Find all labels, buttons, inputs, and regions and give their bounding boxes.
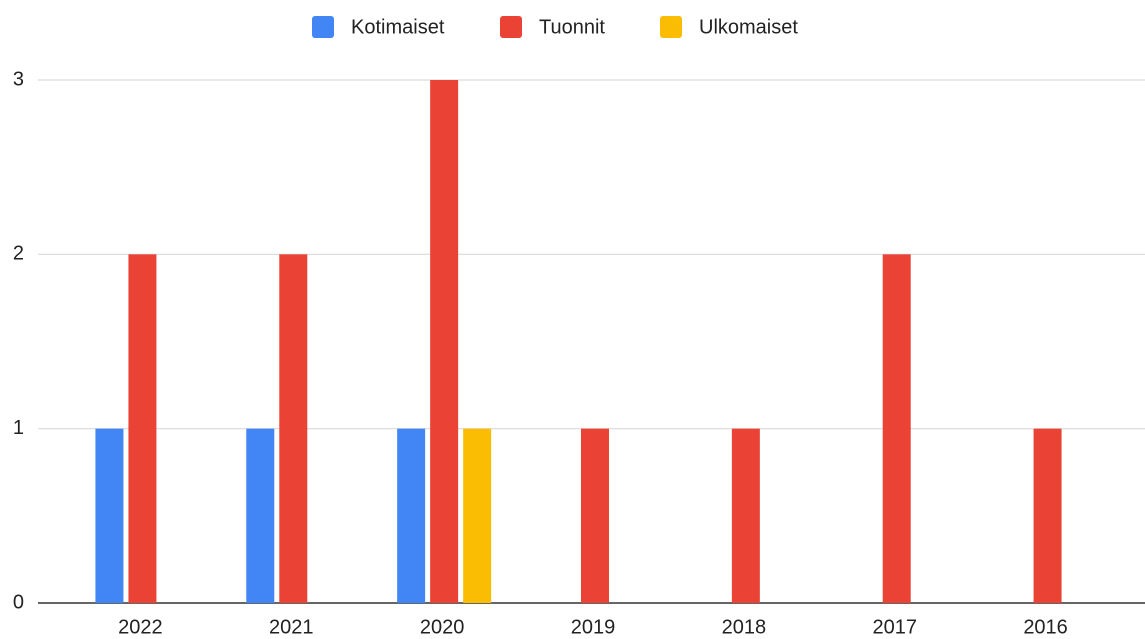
bar bbox=[279, 254, 308, 604]
bar bbox=[463, 428, 492, 603]
bar bbox=[882, 254, 911, 604]
bar bbox=[128, 254, 157, 604]
legend-swatch bbox=[312, 16, 334, 38]
bar bbox=[731, 428, 760, 603]
x-tick-label: 2021 bbox=[269, 616, 314, 638]
legend-label: Tuonnit bbox=[539, 16, 605, 38]
bar bbox=[397, 428, 426, 603]
y-tick-label: 1 bbox=[13, 417, 24, 439]
legend-swatch bbox=[660, 16, 682, 38]
legend-label: Ulkomaiset bbox=[699, 16, 798, 38]
x-tick-label: 2019 bbox=[571, 616, 616, 638]
bar bbox=[581, 428, 609, 603]
y-tick-label: 3 bbox=[13, 68, 24, 90]
bar bbox=[95, 428, 124, 603]
bar bbox=[246, 428, 275, 603]
y-tick-label: 0 bbox=[13, 591, 24, 613]
x-tick-label: 2020 bbox=[420, 616, 465, 638]
legend-swatch bbox=[500, 16, 522, 38]
bar bbox=[1033, 428, 1062, 603]
x-tick-label: 2022 bbox=[118, 616, 163, 638]
x-tick-label: 2016 bbox=[1023, 616, 1068, 638]
y-tick-label: 2 bbox=[13, 243, 24, 265]
legend-label: Kotimaiset bbox=[351, 16, 445, 38]
x-tick-label: 2017 bbox=[872, 616, 917, 638]
x-tick-label: 2018 bbox=[722, 616, 767, 638]
bar bbox=[430, 80, 459, 603]
